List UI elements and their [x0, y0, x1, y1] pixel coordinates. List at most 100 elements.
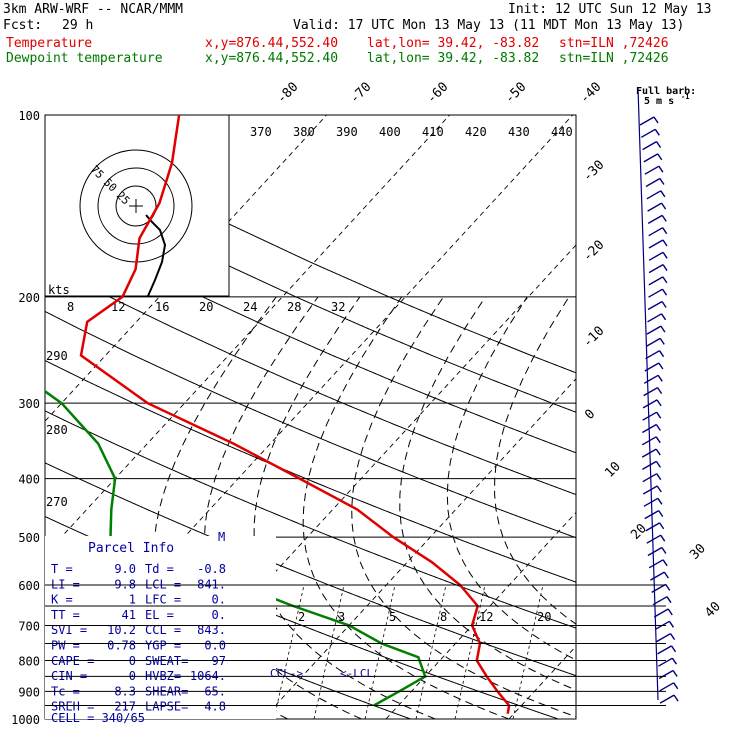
- barb-legend: Full barb: 5 m s -1: [636, 86, 696, 107]
- hodograph-ring-25: [115, 185, 157, 227]
- wind-barb: [648, 239, 664, 249]
- wind-barb: [647, 300, 663, 311]
- wind-barb-feather: [658, 350, 665, 358]
- wind-barb: [652, 596, 668, 606]
- wind-barb: [645, 522, 661, 532]
- wind-barb-feather: [667, 608, 673, 616]
- wind-barb: [647, 202, 662, 212]
- parcel-key: SVI =: [51, 623, 87, 637]
- wind-barb-feather: [654, 128, 660, 136]
- wind-barb: [648, 276, 664, 286]
- parcel-value: 843.: [197, 623, 226, 637]
- wind-barb: [641, 448, 657, 458]
- moist-adiabat-line: [399, 296, 576, 691]
- hodograph-speed-label: 32: [331, 300, 345, 314]
- pressure-tick-label: 900: [18, 685, 40, 699]
- dry-adiabat-line: [45, 359, 576, 583]
- isotherm-label: 20: [628, 521, 650, 543]
- theta-label: 410: [422, 125, 444, 139]
- parcel-value: 0.78: [107, 639, 136, 653]
- wind-barb-feather: [657, 374, 663, 382]
- isotherm-label: -10: [580, 324, 607, 351]
- mixing-ratio-line: [454, 584, 486, 719]
- hodograph-speed-labels: 8 12 16 20 24 28 32: [67, 300, 345, 314]
- wind-barb-feather: [656, 411, 662, 419]
- wind-barb: [650, 571, 665, 581]
- parcel-key: EL =: [145, 608, 174, 622]
- isotherm-label: -80: [274, 80, 301, 107]
- wind-barb: [644, 509, 660, 520]
- temperature-trace: [79, 115, 511, 714]
- hodograph-speed-label: 20: [199, 300, 213, 314]
- parcel-info-box: Parcel Info M T = 9.0 Td = -0.8 LI = 9.8 LCL =…: [45, 530, 373, 725]
- wind-barb: [643, 153, 659, 163]
- isotherm-label: 40: [702, 599, 724, 621]
- wind-barb: [658, 669, 674, 680]
- pressure-tick-label: 500: [18, 531, 40, 545]
- theta-label: 380: [293, 125, 315, 139]
- dry-adiabat-labels: 290 280 270: [46, 349, 68, 509]
- barb-staff-axis: [637, 87, 659, 701]
- dry-adiabat-label: 280: [46, 423, 68, 437]
- mixing-ratio-line: [364, 584, 396, 719]
- dewpoint-legend-station: stn=ILN ,72426: [559, 51, 669, 66]
- wind-barb: [659, 682, 675, 692]
- parcel-key: PW =: [51, 639, 80, 653]
- wind-barb-feather: [666, 596, 672, 604]
- wind-barb-feather: [655, 461, 661, 468]
- wind-barb: [644, 165, 660, 175]
- wind-barb-feather: [659, 178, 665, 185]
- wind-barb-feather: [663, 571, 669, 579]
- isotherm-line: [385, 511, 576, 719]
- pressure-tick-label: 800: [18, 654, 40, 668]
- hodograph-ring-50: [97, 167, 175, 245]
- theta-label: 370: [250, 125, 272, 139]
- theta-label: 440: [551, 125, 573, 139]
- wind-barb-feather: [672, 670, 678, 677]
- mixing-ratio-label: 12: [479, 610, 493, 624]
- wind-barb-feather: [657, 387, 663, 394]
- wind-barb-feather: [661, 202, 667, 210]
- wind-barb: [645, 337, 661, 348]
- isotherm-label: -20: [580, 238, 607, 265]
- init-time: Init: 12 UTC Sun 12 May 13: [508, 2, 712, 17]
- pressure-tick-label: 200: [18, 291, 40, 305]
- wind-barb: [641, 436, 657, 446]
- isotherm-label: 0: [582, 407, 598, 423]
- wind-barb-column: [637, 87, 679, 704]
- wind-barb: [647, 214, 663, 225]
- isotherm-label: -60: [424, 80, 451, 107]
- pressure-tick-label: 100: [18, 109, 40, 123]
- wind-barb: [648, 263, 664, 274]
- wind-barb-feather: [658, 510, 664, 517]
- wind-barb-feather: [662, 276, 668, 284]
- temperature-legend-station: stn=ILN ,72426: [559, 36, 669, 51]
- hodograph-trace: [145, 214, 167, 297]
- hodograph-speed-label: 24: [243, 300, 257, 314]
- mixing-ratio-line: [512, 584, 544, 719]
- wind-barb-feather: [668, 620, 675, 628]
- barb-legend-title: Full barb:: [636, 86, 696, 97]
- parcel-key: LI =: [51, 577, 80, 591]
- wind-barb-feather: [662, 239, 668, 247]
- parcel-info-title: Parcel Info: [88, 541, 174, 556]
- wind-barb: [646, 325, 662, 335]
- wind-barb-feather: [661, 288, 668, 296]
- wind-barb: [657, 645, 672, 655]
- pressure-tick-label: 300: [18, 397, 40, 411]
- wind-barb-feather: [662, 264, 668, 271]
- isotherm-label: -70: [347, 80, 374, 107]
- forecast-label: Fcst:: [3, 18, 43, 33]
- parcel-value: 0.: [212, 608, 226, 622]
- isotherm-label: 30: [687, 541, 709, 563]
- forecast-hour: 29 h: [62, 18, 94, 33]
- wind-barb-feather: [655, 424, 661, 431]
- wind-barb-feather: [659, 338, 665, 345]
- parcel-value: 41: [122, 608, 136, 622]
- pressure-tick-label: 1000: [11, 713, 40, 727]
- wind-barb: [646, 190, 662, 200]
- pressure-tick-label: 700: [18, 619, 40, 633]
- barb-legend-unit: -1: [681, 93, 689, 101]
- mixing-ratio-label: 3: [338, 610, 345, 624]
